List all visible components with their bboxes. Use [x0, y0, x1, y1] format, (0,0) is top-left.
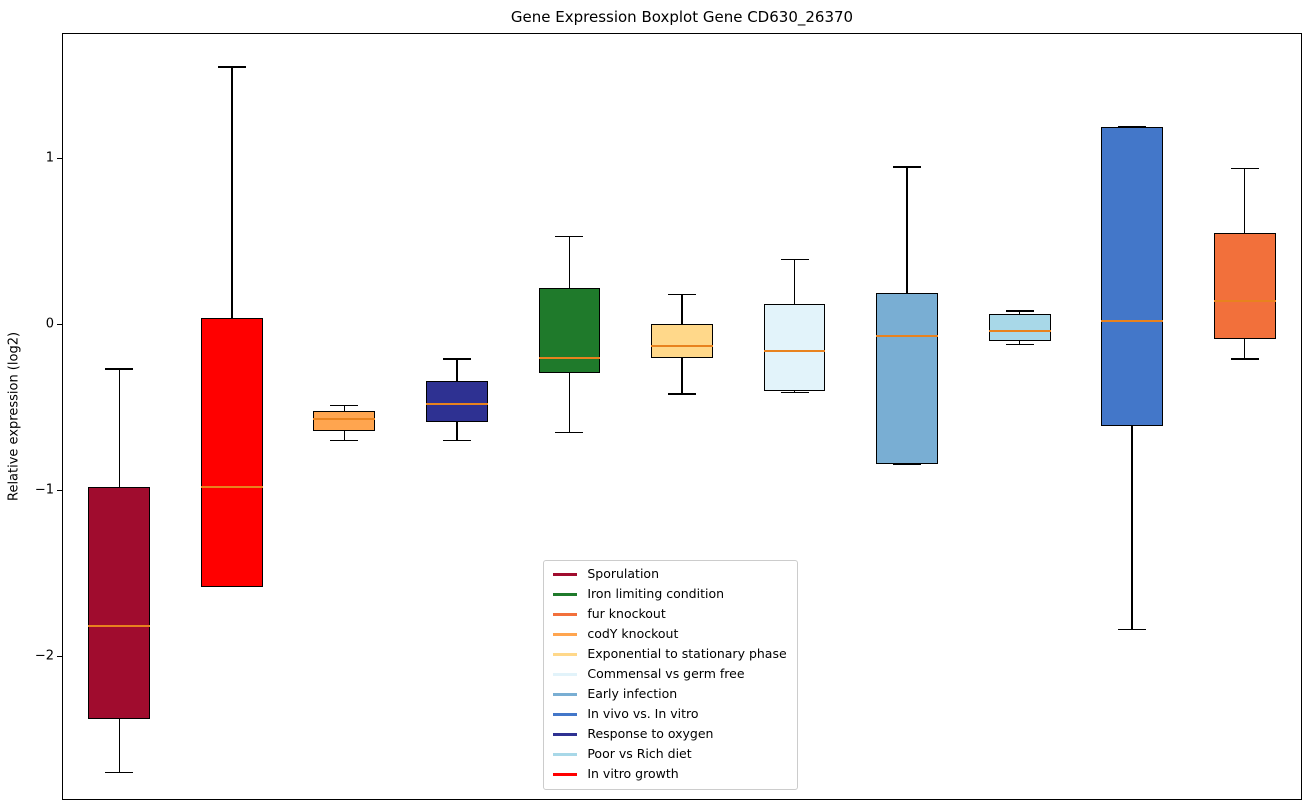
y-tick-mark: [57, 323, 63, 325]
legend-label: fur knockout: [587, 606, 666, 622]
legend-item: Early infection: [553, 688, 786, 701]
whisker-cap-bottom: [330, 439, 359, 442]
whisker-cap-top: [668, 293, 696, 296]
legend-swatch: [553, 673, 578, 677]
legend-item: Commensal vs germ free: [553, 668, 786, 681]
legend-item: Iron limiting condition: [553, 588, 786, 601]
boxplot-box: [763, 304, 826, 391]
boxplot-box: [200, 317, 263, 587]
legend-label: Sporulation: [587, 566, 659, 582]
legend-swatch: [553, 573, 578, 577]
whisker-cap-top: [893, 166, 922, 168]
boxplot-box: [88, 487, 151, 720]
whisker-cap-bottom: [1230, 358, 1259, 360]
boxplot-box: [988, 314, 1051, 341]
legend-label: Response to oxygen: [587, 726, 714, 742]
legend-label: In vitro growth: [587, 766, 679, 782]
median-line: [313, 417, 376, 420]
median-line: [763, 349, 826, 352]
legend-item: Poor vs Rich diet: [553, 748, 786, 761]
median-line: [200, 486, 263, 489]
y-tick-mark: [57, 655, 63, 657]
boxplot-box: [876, 292, 939, 464]
whisker-cap-top: [217, 66, 246, 68]
legend-swatch: [553, 753, 578, 757]
legend-swatch: [553, 593, 578, 597]
legend-label: Iron limiting condition: [587, 586, 725, 602]
median-line: [1213, 300, 1276, 303]
legend-item: In vitro growth: [553, 768, 786, 781]
boxplot-box: [425, 380, 488, 423]
whisker-cap-bottom: [668, 393, 696, 395]
whisker-cap-top: [330, 404, 359, 407]
legend-swatch: [553, 613, 578, 617]
legend-item: codY knockout: [553, 628, 786, 641]
boxplot-box: [651, 324, 713, 358]
whisker-cap-top: [780, 258, 809, 261]
median-line: [538, 356, 601, 359]
plot-area: Sporulation Iron limiting condition fur kn…: [35, 33, 1302, 800]
median-line: [1101, 320, 1164, 323]
legend-label: Early infection: [587, 686, 678, 702]
boxplot-box: [1213, 233, 1276, 340]
legend-item: Response to oxygen: [553, 728, 786, 741]
y-tick-mark: [57, 157, 63, 160]
legend-swatch: [553, 693, 578, 697]
whisker-cap-bottom: [442, 439, 471, 442]
legend-swatch: [553, 773, 578, 777]
legend-item: fur knockout: [553, 608, 786, 621]
legend-item: Exponential to stationary phase: [553, 646, 787, 662]
whisker-cap-top: [105, 368, 134, 370]
legend-swatch: [553, 733, 578, 737]
whisker-cap-bottom: [105, 771, 134, 774]
boxplot-box: [1101, 126, 1164, 426]
legend: Sporulation Iron limiting condition fur kn…: [543, 560, 798, 790]
y-axis-label: Relative expression (log2): [6, 331, 22, 502]
y-tick-label: 1: [45, 150, 54, 166]
legend-label: In vivo vs. In vitro: [587, 706, 699, 722]
median-line: [651, 344, 713, 347]
median-line: [988, 330, 1051, 333]
y-tick-mark: [57, 489, 63, 491]
legend-swatch: [553, 653, 578, 657]
legend-swatch: [553, 633, 578, 637]
whisker-cap-bottom: [217, 585, 246, 588]
whisker-cap-bottom: [555, 431, 584, 433]
whisker-cap-bottom: [893, 463, 922, 465]
legend-swatch: [553, 713, 578, 717]
median-line: [876, 335, 939, 338]
whisker-cap-top: [555, 235, 584, 238]
median-line: [425, 403, 488, 406]
legend-label: Poor vs Rich diet: [587, 746, 692, 762]
y-tick-label: −1: [34, 482, 54, 498]
whisker-cap-top: [1230, 167, 1259, 170]
median-line: [88, 625, 151, 628]
y-tick-label: 0: [45, 316, 54, 332]
whisker-cap-bottom: [1005, 343, 1034, 346]
whisker-cap-top: [442, 358, 471, 360]
legend-item: In vivo vs. In vitro: [553, 708, 786, 721]
y-tick-label: −2: [34, 648, 54, 664]
legend-item: Sporulation: [553, 568, 786, 581]
whisker-cap-bottom: [1118, 628, 1147, 631]
whisker-cap-bottom: [780, 391, 809, 394]
whisker-cap-top: [1005, 310, 1034, 312]
boxplot-box: [313, 410, 376, 431]
legend-label: Exponential to stationary phase: [587, 646, 787, 662]
legend-label: Commensal vs germ free: [587, 666, 745, 682]
chart-title: Gene Expression Boxplot Gene CD630_26370: [510, 8, 854, 26]
boxplot-box: [538, 287, 601, 373]
legend-label: codY knockout: [587, 626, 679, 642]
